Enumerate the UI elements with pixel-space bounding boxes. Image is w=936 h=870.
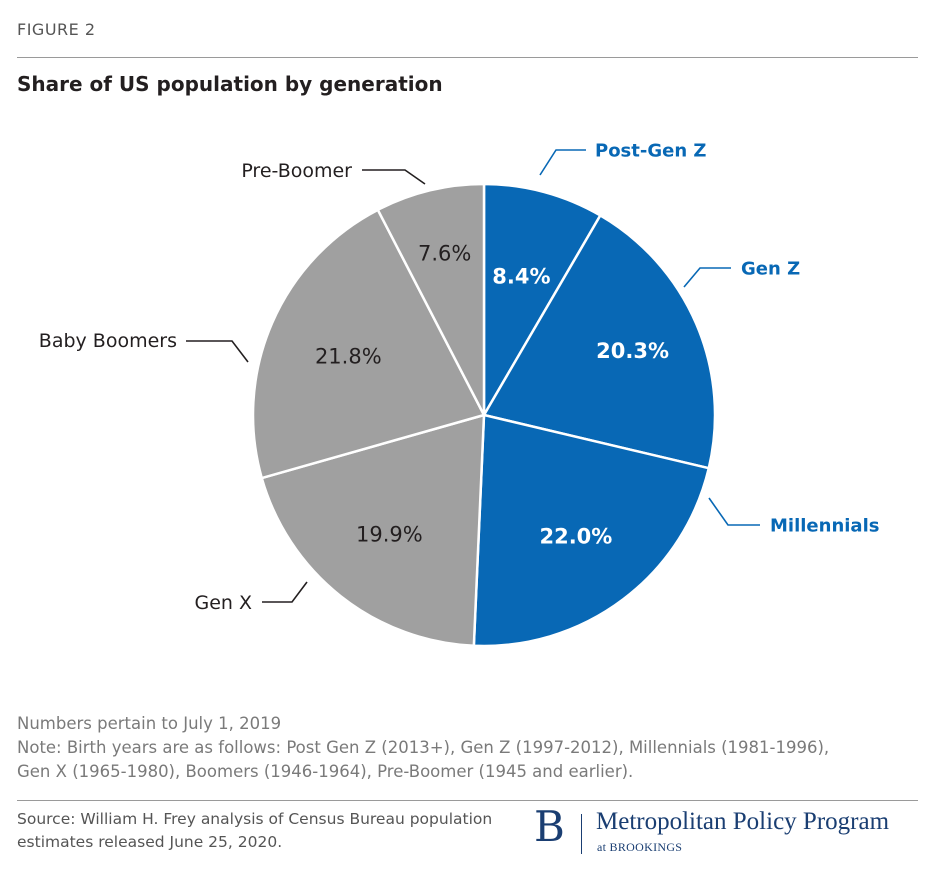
value-label-gen-z: 20.3% bbox=[596, 339, 669, 363]
leader-line-pre-boomer bbox=[362, 169, 426, 185]
note-birth-years-cont: Gen X (1965-1980), Boomers (1946-1964), … bbox=[17, 762, 634, 781]
chart-notes: Numbers pertain to July 1, 2019 Note: Bi… bbox=[17, 712, 829, 784]
category-label-gen-x: Gen X bbox=[194, 592, 252, 614]
value-label-post-gen-z: 8.4% bbox=[492, 265, 550, 289]
pie-slice-millennials bbox=[472, 413, 711, 648]
pie-slice-post-gen-z bbox=[482, 182, 602, 417]
category-label-baby-boomers: Baby Boomers bbox=[39, 330, 177, 352]
footer-divider bbox=[17, 800, 918, 801]
category-label-post-gen-z: Post-Gen Z bbox=[595, 141, 706, 162]
logo-divider bbox=[581, 814, 582, 854]
leader-line-baby-boomers bbox=[186, 340, 249, 363]
value-label-baby-boomers: 21.8% bbox=[315, 344, 382, 368]
note-birth-years: Note: Birth years are as follows: Post G… bbox=[17, 738, 830, 757]
pie-slices bbox=[251, 182, 717, 648]
chart-title: Share of US population by generation bbox=[17, 72, 443, 96]
category-label-pre-boomer: Pre-Boomer bbox=[241, 160, 352, 182]
figure-label: FIGURE 2 bbox=[17, 20, 96, 39]
value-label-pre-boomer: 7.6% bbox=[418, 241, 471, 265]
pie-slice-baby-boomers bbox=[251, 208, 486, 480]
source-line-2: estimates released June 25, 2020. bbox=[17, 833, 283, 851]
category-label-millennials: Millennials bbox=[770, 516, 879, 537]
pie-slice-pre-boomer bbox=[376, 182, 486, 417]
header-divider bbox=[17, 57, 918, 58]
pie-chart: 8.4% 20.3% 22.0% 19.9% 21.8% 7.6% Post-Gen Z G… bbox=[39, 141, 880, 648]
leader-line-post-gen-z bbox=[539, 149, 586, 176]
leader-line-millennials bbox=[708, 497, 760, 526]
note-date: Numbers pertain to July 1, 2019 bbox=[17, 714, 282, 733]
logo-program-name: Metropolitan Policy Program bbox=[596, 808, 890, 835]
category-label-gen-z: Gen Z bbox=[741, 259, 800, 280]
value-label-gen-x: 19.9% bbox=[356, 523, 423, 547]
brookings-b-mark: B bbox=[534, 802, 565, 851]
value-labels: 8.4% 20.3% 22.0% 19.9% 21.8% 7.6% bbox=[315, 241, 669, 548]
source-line-1: Source: William H. Frey analysis of Cens… bbox=[17, 810, 493, 828]
brookings-logo: B Metropolitan Policy Program at BROOKIN… bbox=[534, 802, 924, 858]
leader-lines bbox=[186, 149, 760, 603]
value-label-millennials: 22.0% bbox=[539, 525, 612, 549]
leader-line-gen-x bbox=[262, 581, 308, 603]
logo-at-brookings: at BROOKINGS bbox=[597, 840, 683, 854]
category-labels: Post-Gen Z Gen Z Millennials Gen X Baby Boom… bbox=[39, 141, 880, 615]
source-note: Source: William H. Frey analysis of Cens… bbox=[17, 808, 492, 854]
pie-slice-gen-x bbox=[260, 413, 486, 648]
pie-slice-gen-z bbox=[482, 214, 717, 470]
leader-line-gen-z bbox=[683, 267, 731, 288]
